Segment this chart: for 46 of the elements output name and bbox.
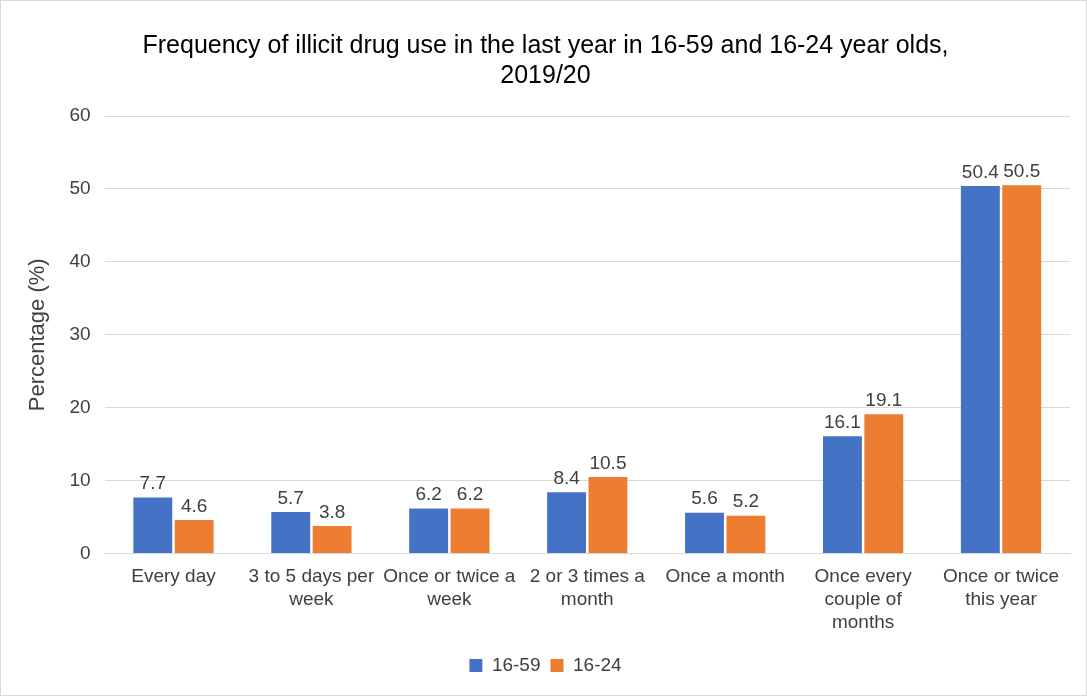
x-tick-label: Once or twice a week bbox=[383, 565, 516, 610]
data-label: 6.2 bbox=[415, 483, 442, 505]
bar bbox=[822, 436, 862, 554]
data-label: 5.2 bbox=[732, 490, 760, 512]
x-tick-label: Once or twice this year bbox=[942, 565, 1060, 610]
bar bbox=[588, 477, 628, 554]
data-label: 19.1 bbox=[865, 389, 903, 411]
bar bbox=[960, 186, 1000, 554]
x-tick-label: Once a month bbox=[665, 565, 785, 587]
x-tick-label: Once every couple of months bbox=[814, 565, 913, 632]
y-tick-label: 60 bbox=[69, 104, 91, 126]
bar bbox=[726, 515, 766, 554]
y-tick-label: 10 bbox=[69, 468, 91, 490]
bar bbox=[450, 508, 490, 554]
bar bbox=[271, 512, 311, 554]
data-label: 8.4 bbox=[553, 467, 581, 489]
data-label: 5.6 bbox=[691, 487, 718, 509]
bar bbox=[547, 492, 587, 554]
x-tick-label: Every day bbox=[131, 565, 217, 587]
data-label: 7.7 bbox=[139, 472, 167, 494]
chart-title: Frequency of illicit drug use in the last year in 16-59 and 16-24 year olds, 2019/20 bbox=[142, 29, 949, 88]
legend-label: 16-24 bbox=[573, 653, 623, 675]
x-tick-label: 3 to 5 days per week bbox=[248, 565, 375, 610]
bar bbox=[312, 525, 352, 554]
y-tick-label: 30 bbox=[69, 323, 91, 345]
y-tick-label: 50 bbox=[69, 177, 91, 199]
data-label: 5.7 bbox=[277, 486, 304, 508]
data-label: 10.5 bbox=[589, 451, 627, 473]
y-tick-label: 20 bbox=[69, 395, 91, 417]
legend-label: 16-59 bbox=[491, 653, 541, 675]
x-tick-label: 2 or 3 times a month bbox=[529, 565, 646, 610]
data-label: 6.2 bbox=[456, 483, 484, 505]
data-label: 50.4 bbox=[961, 160, 1000, 182]
bar bbox=[133, 497, 173, 554]
bar bbox=[864, 414, 904, 554]
y-tick-label: 40 bbox=[69, 250, 91, 272]
data-label: 16.1 bbox=[823, 410, 861, 432]
data-label: 50.5 bbox=[1003, 160, 1041, 182]
data-label: 3.8 bbox=[318, 500, 346, 522]
y-tick-label: 0 bbox=[79, 541, 91, 563]
bar bbox=[1002, 185, 1042, 554]
bar bbox=[685, 512, 724, 554]
bar bbox=[174, 520, 214, 554]
data-label: 4.6 bbox=[180, 494, 208, 516]
bar bbox=[409, 508, 449, 554]
y-axis-title: Percentage (%) bbox=[24, 258, 50, 412]
